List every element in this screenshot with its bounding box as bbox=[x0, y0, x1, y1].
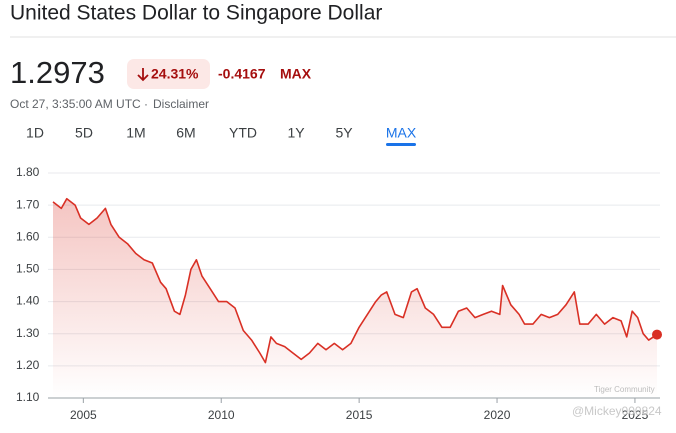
watermark: Tiger Community @Mickey000824 bbox=[572, 385, 662, 418]
y-tick-label: 1.60 bbox=[16, 229, 40, 243]
range-tab[interactable]: YTD bbox=[229, 125, 257, 141]
range-tab[interactable]: 1Y bbox=[287, 125, 305, 141]
price: 1.2973 bbox=[10, 55, 105, 90]
change-badge bbox=[127, 59, 210, 89]
active-tab-indicator bbox=[386, 143, 416, 146]
y-tick-label: 1.70 bbox=[16, 197, 40, 211]
change: -0.4167 bbox=[218, 66, 266, 82]
y-tick-label: 1.20 bbox=[16, 358, 40, 372]
range-tab[interactable]: MAX bbox=[386, 125, 417, 141]
y-tick-label: 1.80 bbox=[16, 165, 40, 179]
y-tick-label: 1.50 bbox=[16, 262, 40, 276]
area bbox=[53, 198, 657, 398]
title: United States Dollar to Singapore Dollar bbox=[10, 2, 382, 25]
period: MAX bbox=[280, 66, 312, 82]
y-tick-label: 1.40 bbox=[16, 294, 40, 308]
timestamp: Oct 27, 3:35:00 AM UTC bbox=[10, 97, 141, 111]
last-point bbox=[652, 329, 662, 340]
y-tick-label: 1.10 bbox=[16, 390, 40, 404]
y-tick-label: 1.30 bbox=[16, 326, 40, 340]
range-tab[interactable]: 5Y bbox=[335, 125, 353, 141]
change-percent: 24.31% bbox=[151, 66, 199, 82]
x-tick-label: 2020 bbox=[484, 408, 511, 422]
x-tick-label: 2005 bbox=[70, 408, 97, 422]
down-arrow bbox=[137, 68, 149, 82]
range-tab[interactable]: 6M bbox=[176, 125, 195, 141]
x-tick-label: 2025 bbox=[622, 408, 649, 422]
watermark-text: Tiger Community bbox=[594, 385, 655, 394]
range-tab[interactable]: 1M bbox=[126, 125, 145, 141]
chart: 1.10 1.20 1.30 1.40 1.50 1.60 1.70 1.80 2005 2010… bbox=[16, 165, 662, 422]
x-tick-label: 2015 bbox=[346, 408, 373, 422]
range-tab[interactable]: 5D bbox=[75, 125, 93, 141]
watermark-text: @Mickey000824 bbox=[572, 404, 662, 418]
range-tabs: 1D 5D 1M 6M YTD 1Y 5Y MAX bbox=[26, 125, 417, 146]
x-tick-label: 2010 bbox=[208, 408, 235, 422]
disclaimer[interactable]: Disclaimer bbox=[153, 97, 209, 111]
range-tab[interactable]: 1D bbox=[26, 125, 44, 141]
separator: · bbox=[144, 97, 148, 111]
price-line bbox=[52, 197, 658, 364]
